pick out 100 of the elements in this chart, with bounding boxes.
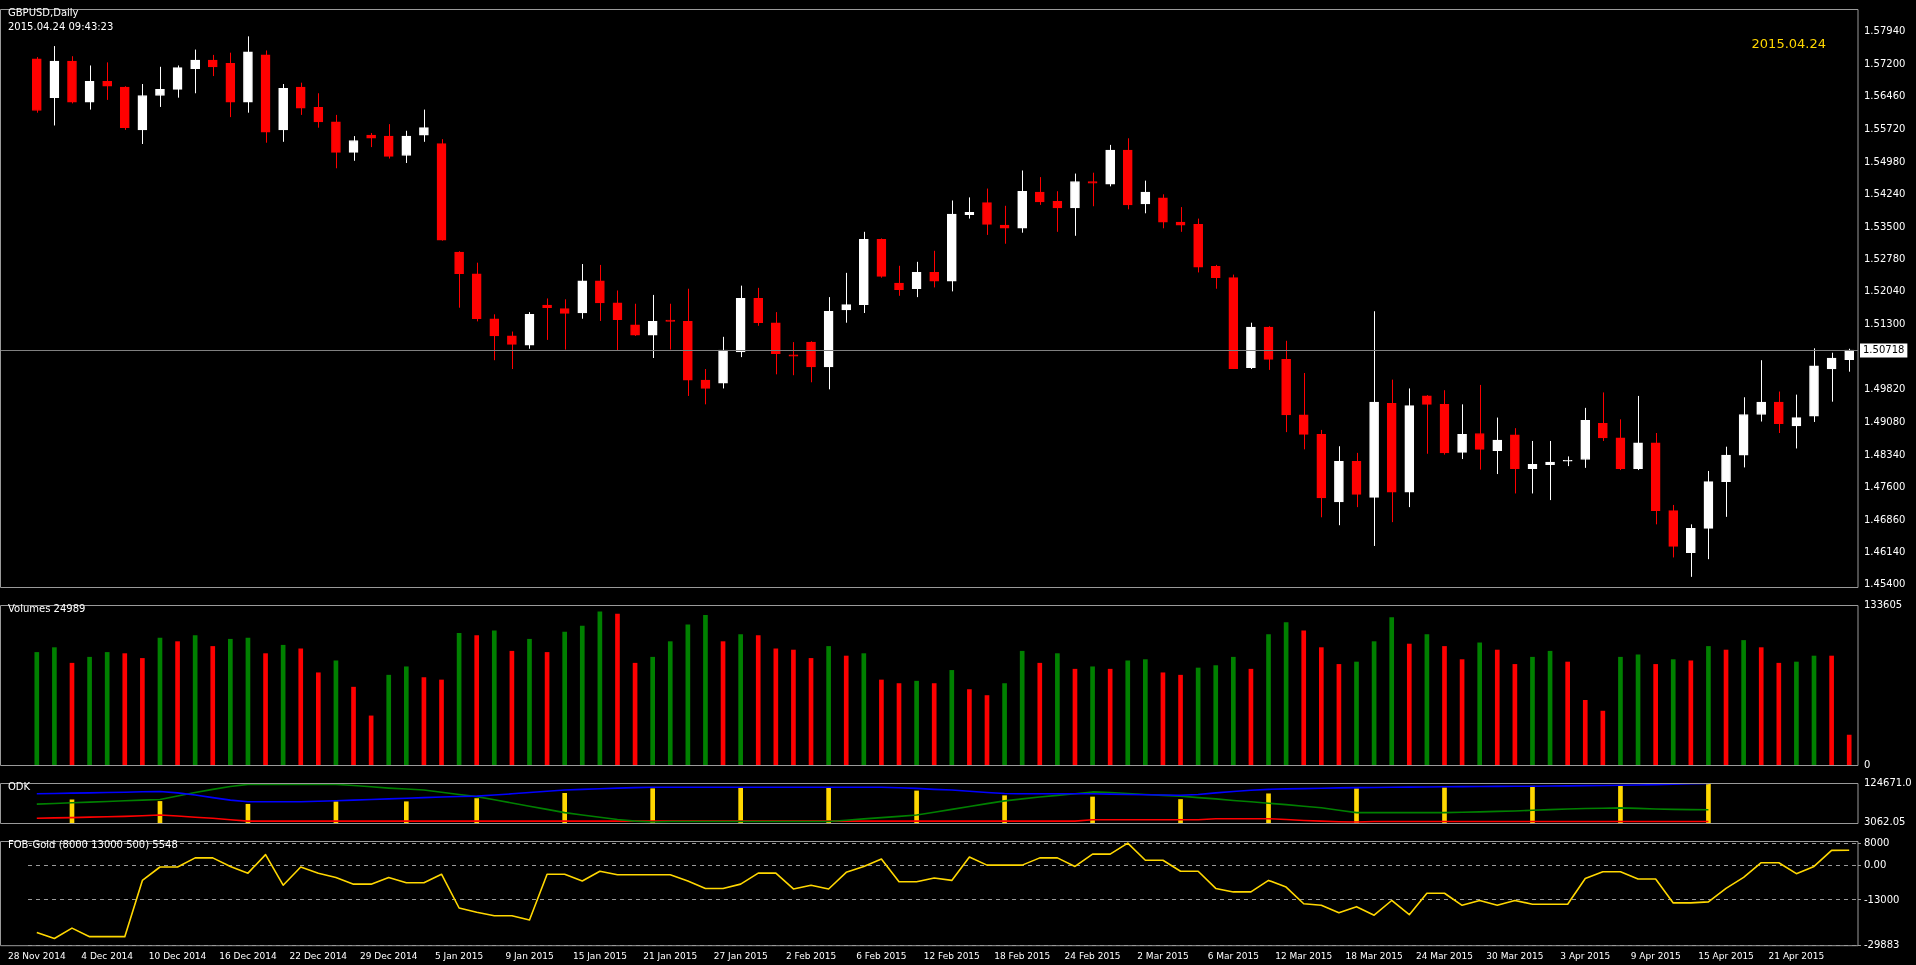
bar — [1794, 661, 1799, 765]
candlestick — [190, 49, 200, 94]
bar — [351, 686, 356, 765]
candlestick — [278, 83, 288, 143]
candlestick — [858, 231, 869, 314]
candlestick — [1105, 144, 1115, 187]
chart-title: GBPUSD,Daily — [8, 6, 80, 20]
candlestick — [1721, 446, 1731, 518]
bar — [1354, 788, 1359, 823]
candlestick — [1334, 445, 1344, 526]
candlestick — [1281, 340, 1291, 433]
candlestick — [1809, 347, 1819, 423]
x-tick-label: 3 Apr 2015 — [1560, 950, 1611, 961]
y-tick-label: 124671.0 — [1864, 777, 1912, 789]
candlestick — [1773, 391, 1784, 434]
bar — [1758, 647, 1764, 765]
y-tick-label: 1.46140 — [1864, 545, 1906, 557]
candlestick — [1298, 372, 1309, 450]
bar — [1653, 664, 1658, 765]
x-tick-label: 2 Feb 2015 — [785, 950, 837, 961]
x-tick-label: 10 Dec 2014 — [148, 950, 207, 961]
bar — [1213, 665, 1219, 765]
x-tick-label: 30 Mar 2015 — [1486, 950, 1544, 961]
bar — [949, 670, 955, 765]
bar — [562, 631, 568, 765]
bar — [650, 788, 655, 823]
bar — [403, 801, 409, 823]
candlestick — [1562, 455, 1573, 467]
bar — [1266, 634, 1271, 765]
x-tick-label: 16 Dec 2014 — [219, 950, 277, 961]
candlestick — [577, 263, 588, 320]
bar — [579, 625, 585, 765]
bar — [615, 613, 620, 765]
bar — [1829, 655, 1834, 765]
bar — [1618, 785, 1623, 823]
candlestick — [1386, 379, 1397, 523]
bar — [1125, 660, 1131, 765]
candlestick — [1369, 310, 1379, 547]
candlestick — [788, 341, 799, 376]
bar — [1055, 653, 1060, 765]
bar — [403, 666, 409, 765]
bar — [931, 683, 937, 765]
y-tick-label: 1.49080 — [1864, 416, 1906, 428]
bar — [1178, 799, 1183, 823]
bar — [1231, 656, 1236, 765]
candlestick — [295, 82, 306, 116]
candlestick — [841, 272, 852, 324]
candlestick — [771, 311, 781, 375]
candlestick — [1668, 504, 1679, 558]
candlestick — [665, 303, 676, 351]
x-tick-label: 15 Apr 2015 — [1698, 950, 1754, 961]
candlestick — [155, 66, 165, 108]
bar — [1582, 700, 1588, 765]
candlestick — [1087, 172, 1098, 207]
y-tick-label: 1.46860 — [1864, 513, 1906, 525]
x-tick-label: 6 Mar 2015 — [1207, 950, 1260, 961]
bar — [87, 656, 92, 765]
ref-line-label: 1.50718 — [1863, 344, 1905, 356]
x-tick-label: 24 Feb 2015 — [1064, 950, 1121, 961]
bar — [1301, 630, 1307, 765]
bar — [34, 652, 40, 765]
bar — [1494, 649, 1500, 765]
candlestick — [1633, 395, 1643, 471]
y-tick-label: 1.52040 — [1864, 285, 1906, 297]
candlestick — [1122, 137, 1133, 210]
candlestick — [1316, 429, 1327, 518]
bar — [1530, 785, 1535, 823]
annotation: 2015.04.24 — [1751, 36, 1826, 51]
candlestick — [243, 35, 253, 114]
candlestick — [982, 188, 992, 236]
bar — [861, 653, 867, 765]
candlestick — [1422, 394, 1432, 455]
bar — [474, 798, 480, 823]
chart-title: ODK — [8, 780, 31, 794]
candlestick — [929, 250, 940, 288]
candlestick — [31, 56, 42, 114]
y-tick-label: 1.45400 — [1864, 578, 1906, 590]
x-tick-label: 27 Jan 2015 — [713, 950, 768, 961]
bar — [122, 653, 128, 765]
x-tick-label: 22 Dec 2014 — [289, 950, 348, 961]
candlestick — [1474, 384, 1485, 471]
y-tick-label: 0.00 — [1864, 858, 1887, 870]
x-tick-label: 21 Apr 2015 — [1768, 950, 1825, 961]
bar — [1706, 783, 1711, 823]
candlestick — [67, 55, 77, 104]
candlestick — [1756, 359, 1767, 423]
candlestick — [1017, 169, 1028, 234]
candlestick — [471, 262, 482, 322]
bar — [1002, 683, 1007, 765]
y-tick-label: 1.53500 — [1864, 221, 1906, 232]
bar — [104, 652, 110, 765]
candlestick — [1510, 427, 1520, 494]
bar — [439, 679, 444, 765]
candlestick — [1404, 387, 1415, 508]
candlestick — [1175, 206, 1186, 233]
y-tick-label: 3062.05 — [1864, 815, 1906, 827]
bar — [1406, 643, 1412, 765]
bar — [703, 614, 708, 765]
bar — [1318, 647, 1324, 765]
candlestick — [946, 199, 957, 292]
